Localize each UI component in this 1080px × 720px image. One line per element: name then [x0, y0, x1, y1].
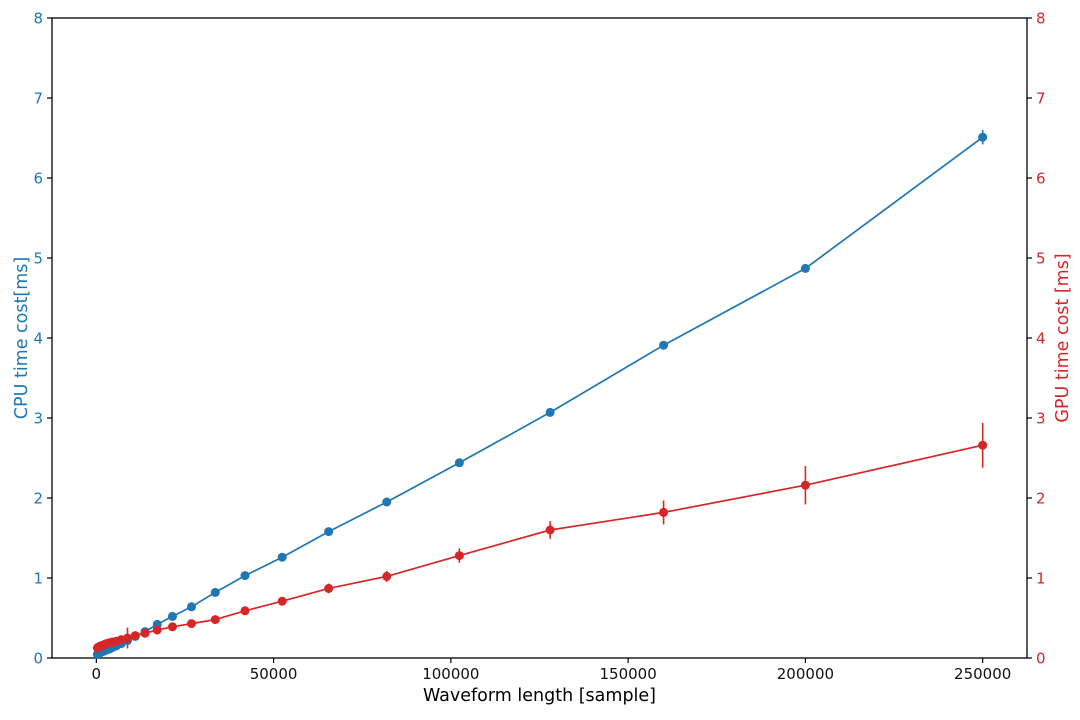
- left-y-tick-label: 6: [33, 170, 43, 188]
- left-y-tick-label: 8: [33, 10, 43, 28]
- left-y-tick-label: 0: [33, 650, 43, 668]
- left-y-tick-label: 3: [33, 410, 43, 428]
- gpu-time-cost-marker: [240, 606, 250, 616]
- gpu-time-cost-marker: [454, 551, 464, 561]
- gpu-time-cost-marker: [545, 525, 555, 535]
- gpu-time-cost-marker: [324, 583, 334, 593]
- gpu-time-cost-marker: [152, 625, 162, 635]
- x-tick-label: 150000: [600, 665, 657, 683]
- gpu-time-cost-marker: [130, 631, 140, 641]
- left-y-tick-label: 4: [33, 330, 43, 348]
- right-y-tick-label: 7: [1036, 90, 1046, 108]
- gpu-time-cost-marker: [186, 619, 196, 629]
- cpu-time-cost-marker: [800, 263, 810, 273]
- gpu-time-cost-line: [96, 444, 984, 649]
- cpu-time-cost-marker: [659, 340, 669, 350]
- gpu-time-cost-marker: [978, 440, 988, 450]
- right-y-tick-label: 1: [1036, 570, 1046, 588]
- x-tick-label: 50000: [250, 665, 298, 683]
- gpu-time-cost-marker: [123, 633, 133, 643]
- gpu-time-cost-marker: [167, 622, 177, 632]
- cpu-time-cost-marker: [186, 602, 196, 612]
- right-y-tick-label: 2: [1036, 490, 1046, 508]
- left-y-axis-label: CPU time cost[ms]: [12, 256, 32, 420]
- cpu-time-cost-marker: [324, 527, 334, 537]
- cpu-time-cost-marker: [978, 132, 988, 142]
- plot-border: [51, 17, 1028, 659]
- left-y-tick-label: 7: [33, 90, 43, 108]
- right-y-tick-label: 8: [1036, 10, 1046, 28]
- right-y-axis-label: GPU time cost [ms]: [1053, 253, 1073, 423]
- left-y-tick-label: 5: [33, 250, 43, 268]
- gpu-time-cost-marker: [140, 628, 150, 638]
- cpu-time-cost-line: [96, 136, 984, 656]
- cpu-time-cost-marker: [240, 571, 250, 581]
- cpu-time-cost-marker: [545, 407, 555, 417]
- gpu-time-cost-marker: [382, 571, 392, 581]
- gpu-time-cost-marker: [800, 480, 810, 490]
- cpu-time-cost-marker: [167, 611, 177, 621]
- left-y-tick-label: 1: [33, 570, 43, 588]
- x-tick-label: 100000: [422, 665, 479, 683]
- x-axis-label: Waveform length [sample]: [422, 686, 657, 706]
- gpu-time-cost-marker: [277, 596, 287, 606]
- x-tick-label: 250000: [954, 665, 1011, 683]
- cpu-time-cost-marker: [382, 497, 392, 507]
- cpu-time-cost-marker: [454, 458, 464, 468]
- right-y-tick-label: 5: [1036, 250, 1046, 268]
- right-y-tick-label: 3: [1036, 410, 1046, 428]
- right-y-tick-label: 0: [1036, 650, 1046, 668]
- right-y-tick-label: 6: [1036, 170, 1046, 188]
- x-tick-label: 200000: [777, 665, 834, 683]
- gpu-time-cost-marker: [659, 507, 669, 517]
- right-y-tick-label: 4: [1036, 330, 1046, 348]
- cpu-time-cost-marker: [210, 587, 220, 597]
- gpu-time-cost-marker: [210, 615, 220, 625]
- left-y-tick-label: 2: [33, 490, 43, 508]
- x-tick-label: 0: [92, 665, 102, 683]
- cpu-time-cost-marker: [277, 552, 287, 562]
